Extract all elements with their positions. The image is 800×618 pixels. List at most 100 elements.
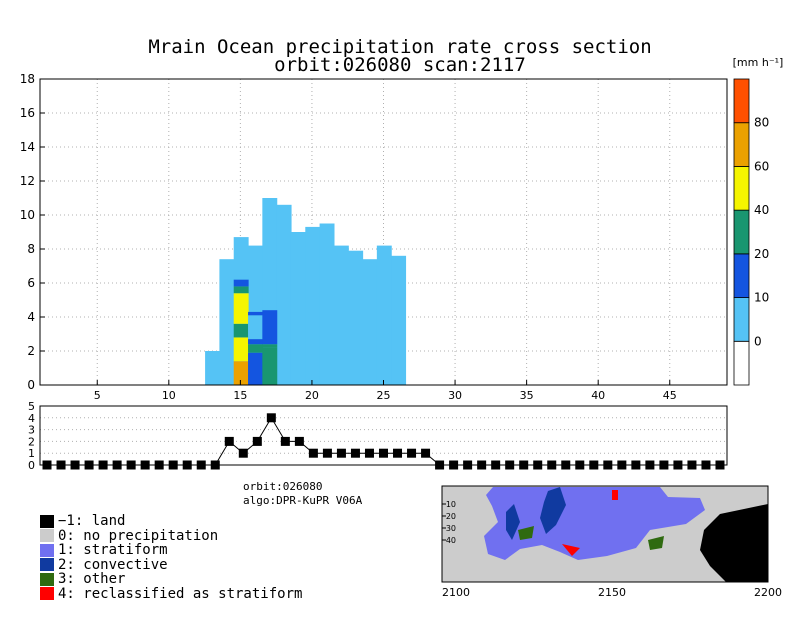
precip-type-point [210,460,220,470]
colorbar-bin [733,340,750,386]
land-region [700,504,768,582]
x-tick-label: 10 [162,389,176,402]
precip-type-point [687,460,697,470]
precip-column [319,223,335,385]
precip-type-point [98,460,108,470]
other-region [648,536,664,550]
precip-cell [233,361,249,385]
precip-type-point [196,460,206,470]
y-tick-label: 4 [27,310,35,324]
precip-type-point [519,460,529,470]
legend-label: 4: reclassified as stratiform [58,585,303,602]
colorbar-tick-label: 0 [754,334,762,348]
legend-swatch [40,514,54,528]
plot-frame [39,405,728,466]
x-tick-label: 20 [305,389,319,402]
precip-type-point [715,460,725,470]
y-tick-label: 5 [28,400,35,413]
precip-type-point [379,448,388,458]
precip-type-point [42,460,52,470]
precip-cell [248,311,263,316]
precip-type-point [575,460,585,470]
precip-column [333,245,349,385]
legend-item: 0: no precipitation [40,529,302,544]
precip-type-point [140,460,150,470]
map-y-tick-label: 20 [446,512,456,521]
map-y-tick-label: 10 [446,500,456,509]
colorbar-tick-label: 60 [754,159,769,173]
precip-type-point [280,436,290,446]
precip-column [391,255,407,385]
precip-type-point [701,460,711,470]
precip-cell [233,286,249,294]
precip-type-point [154,460,164,470]
x-tick-label: 15 [233,389,247,402]
precip-type-point [364,448,374,458]
precip-type-point [645,460,655,470]
legend-item: 2: convective [40,558,302,573]
precip-type-point [561,460,571,470]
chart-subtitle: orbit:026080 scan:2117 [274,54,526,76]
precip-type-point [56,460,66,470]
precip-column [205,351,221,385]
precip-type-point [435,460,445,470]
colorbar-tick-label: 20 [754,247,769,261]
precip-type-point [603,460,613,470]
precip-type-point [659,460,669,470]
x-tick-label: 25 [377,389,391,402]
precip-type-point [421,448,431,458]
legend-label: 0: no precipitation [58,527,219,544]
precip-type-point [112,460,122,470]
precip-type-point [308,448,318,458]
colorbar-bin [733,166,750,211]
precip-cell [248,339,263,345]
convective-region [506,504,520,540]
precip-type-point [70,460,80,470]
precip-type-point [491,460,501,470]
colorbar-bin [733,297,750,342]
precip-type-point [617,460,627,470]
precip-cell [233,337,249,362]
legend-item: 1: stratiform [40,543,302,558]
precip-column [376,245,392,385]
legend-label: −1: land [58,513,126,530]
colorbar-tick-label: 80 [754,116,769,130]
colorbar-unit: [mm h⁻¹] [733,56,784,69]
precip-type-point [182,460,192,470]
precip-type-point [238,448,248,458]
colorbar-bin [733,78,750,124]
legend-label: 2: convective [58,556,168,573]
y-tick-label: 2 [28,435,35,448]
precip-type-line [47,416,720,466]
colorbar-tick-label: 40 [754,203,769,217]
legend-item: 4: reclassified as stratiform [40,587,302,602]
precip-column [362,259,378,385]
y-tick-label: 18 [20,72,35,86]
map-frame [441,485,769,583]
precip-cell [262,347,278,385]
map-x-tick-label: 2150 [598,586,626,599]
precip-type-point [463,460,473,470]
algo-info: algo:DPR-KuPR V06A [243,494,363,507]
y-tick-label: 14 [20,140,35,154]
precip-type-point [393,448,403,458]
legend-label: 1: stratiform [58,542,168,559]
convective-region [540,487,566,534]
precip-column [290,232,306,385]
y-tick-label: 10 [20,208,35,222]
y-tick-label: 0 [27,378,35,392]
x-tick-label: 35 [520,389,534,402]
precip-cell [248,315,263,340]
precip-type-point [449,460,459,470]
precip-type-point [505,460,515,470]
precip-type-point [294,436,304,446]
y-tick-label: 8 [27,242,35,256]
precip-type-point [322,448,332,458]
swath-map [441,485,769,583]
precip-type-point [533,460,543,470]
precip-type-point [547,460,557,470]
precip-cell [262,310,278,345]
y-tick-label: 12 [20,174,35,188]
y-tick-label: 3 [28,424,35,437]
